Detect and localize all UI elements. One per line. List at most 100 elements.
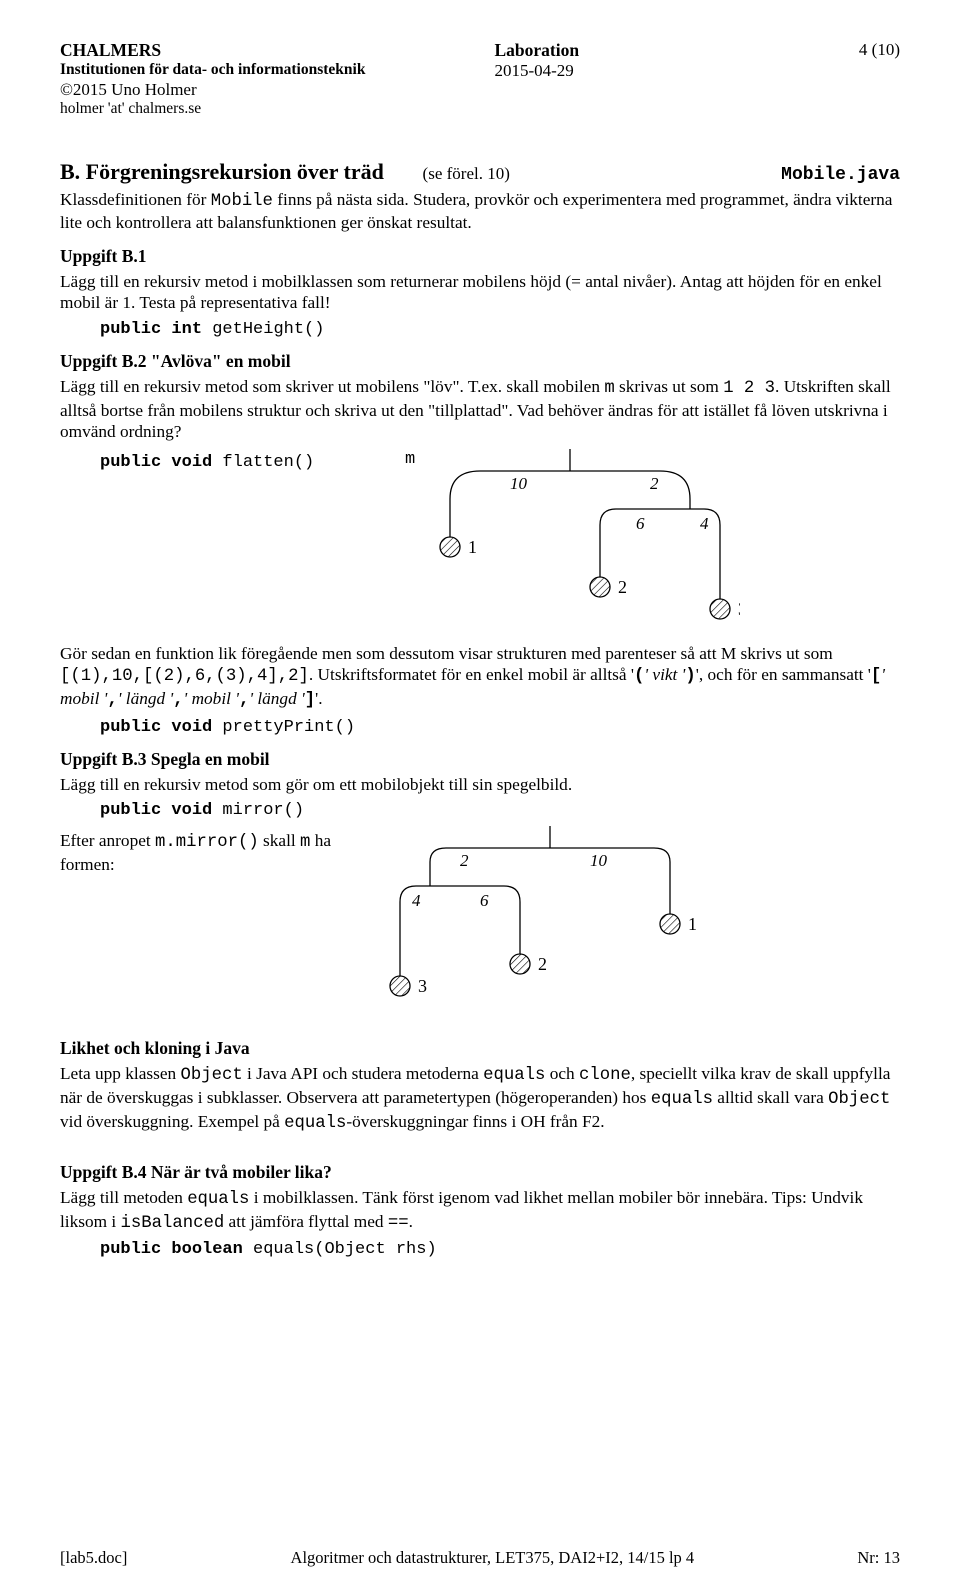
b3-row: Efter anropet m.mirror() skall m ha form… (60, 826, 900, 1026)
m1-6: 6 (636, 514, 645, 533)
b2-code2-name: prettyPrint() (212, 718, 355, 737)
likhet-object2: Object (828, 1090, 890, 1109)
header-left: CHALMERS Institutionen för data- och inf… (60, 40, 494, 119)
b4-isbalanced: isBalanced (121, 1214, 225, 1233)
m2-2b: 2 (538, 954, 547, 974)
m1-m-label: m (405, 450, 415, 469)
code-name: getHeight() (202, 320, 324, 339)
mobile-diagram-2: 2 10 1 4 6 3 2 (380, 826, 740, 1026)
email-line: holmer 'at' chalmers.se (60, 100, 494, 119)
task-b1-text: Lägg till en rekursiv metod i mobilklass… (60, 271, 900, 314)
header-right: 4 (10) (784, 40, 900, 119)
footer-left: [lab5.doc] (60, 1548, 127, 1568)
task-b1-title: Uppgift B.1 (60, 246, 900, 267)
page-footer: [lab5.doc] Algoritmer och datastrukturer… (60, 1548, 900, 1568)
likhet-title: Likhet och kloning i Java (60, 1038, 900, 1059)
m2-6: 6 (480, 891, 489, 910)
b2-c2: , (173, 691, 183, 710)
code-flatten: public void flatten() (100, 453, 400, 472)
section-title-left: B. Förgreningsrekursion över träd (se fö… (60, 159, 510, 185)
b4-code-name: equals(Object rhs) (243, 1240, 437, 1259)
code-equals: public boolean equals(Object rhs) (100, 1240, 900, 1259)
section-file: Mobile.java (781, 165, 900, 185)
code-kw: public int (100, 320, 202, 339)
date-label: 2015-04-29 (494, 61, 784, 81)
b2-code-kw: public void (100, 453, 212, 472)
b4-c: att jämföra flyttal med (224, 1212, 388, 1231)
b2-p2a: Gör sedan en funktion lik föregående men… (60, 644, 833, 663)
b2-p2b: . Utskriftsformatet för en enkel mobil ä… (309, 665, 634, 684)
b4-equals: equals (187, 1190, 249, 1209)
m1-10: 10 (510, 474, 528, 493)
m2-1: 1 (688, 914, 697, 934)
m2-10: 10 (590, 851, 608, 870)
task-b2-p2: Gör sedan en funktion lik föregående men… (60, 643, 900, 712)
likhet-b: i Java API och studera metoderna (243, 1064, 483, 1083)
institution-name: Institutionen för data- och informations… (60, 61, 494, 80)
b2-code2-kw: public void (100, 718, 212, 737)
b2-rbrack: ] (305, 691, 315, 710)
b2-p2mono1: [(1),10,[(2),6,(3),4],2] (60, 667, 309, 686)
likhet-equals2: equals (651, 1090, 713, 1109)
task-b3-p1: Lägg till en rekursiv metod som gör om e… (60, 774, 900, 796)
intro-mono: Mobile (211, 192, 273, 211)
page-number: 4 (10) (784, 40, 900, 60)
task-b2-title: Uppgift B.2 "Avlöva" en mobil (60, 351, 900, 372)
task-b2-p1: Lägg till en rekursiv metod som skriver … (60, 376, 900, 443)
b2-c3: , (239, 691, 249, 710)
section-intro: Klassdefinitionen för Mobile finns på nä… (60, 189, 900, 234)
m1-1: 1 (468, 537, 477, 557)
m2-4: 4 (412, 891, 421, 910)
header-mid: Laboration 2015-04-29 (494, 40, 784, 119)
likhet-object: Object (180, 1066, 242, 1085)
b2-p2h: ' längd ' (249, 689, 304, 708)
code-prettyprint: public void prettyPrint() (100, 718, 900, 737)
m1-3: 3 (738, 599, 740, 619)
footer-mid: Algoritmer och datastrukturer, LET375, D… (291, 1548, 695, 1568)
b3-p2mono2: m (300, 833, 310, 852)
b3-p2a: Efter anropet (60, 831, 155, 850)
footer-right: Nr: 13 (857, 1548, 900, 1568)
b2-code-and-diagram: public void flatten() 10 2 1 (60, 449, 900, 639)
b3-code-name: mirror() (212, 801, 304, 820)
likhet-g: -överskuggningar finns i OH från F2. (346, 1112, 604, 1131)
task-b4-p: Lägg till metoden equals i mobilklassen.… (60, 1187, 900, 1234)
likhet-equals: equals (483, 1066, 545, 1085)
m1-2b: 2 (618, 577, 627, 597)
likhet-f: vid överskuggning. Exempel på (60, 1112, 284, 1131)
task-b4-title: Uppgift B.4 När är två mobiler lika? (60, 1162, 900, 1183)
m1-4: 4 (700, 514, 709, 533)
b2-p2g: ' mobil ' (184, 689, 239, 708)
b2-p2c: ' vikt ' (644, 665, 685, 684)
m2-2a: 2 (460, 851, 469, 870)
likhet-equals3: equals (284, 1114, 346, 1133)
b2-p1a: Lägg till en rekursiv metod som skriver … (60, 377, 604, 396)
b2-rparen: ) (685, 667, 695, 686)
b2-mono-123: 1 2 3 (723, 379, 775, 398)
m1-2a: 2 (650, 474, 659, 493)
section-title: B. Förgreningsrekursion över träd (60, 159, 384, 184)
section-sub: (se förel. 10) (423, 164, 510, 183)
university-name: CHALMERS (60, 40, 494, 61)
b2-code-name: flatten() (212, 453, 314, 472)
b3-p2mono: m.mirror() (155, 833, 259, 852)
likhet-a: Leta upp klassen (60, 1064, 180, 1083)
lab-label: Laboration (494, 40, 784, 61)
b4-eqeq: == (388, 1214, 409, 1233)
m2-3: 3 (418, 976, 427, 996)
b2-p2d: ', och för en sammansatt ' (696, 665, 871, 684)
intro-a: Klassdefinitionen för (60, 190, 211, 209)
code-getheight: public int getHeight() (100, 320, 900, 339)
b2-mono-m: m (604, 379, 614, 398)
b2-lbrack: [ (871, 667, 881, 686)
b4-d: . (409, 1212, 413, 1231)
task-b3-title: Uppgift B.3 Spegla en mobil (60, 749, 900, 770)
likhet-c: och (545, 1064, 579, 1083)
b3-p2b: skall (259, 831, 300, 850)
likhet-e: alltid skall vara (713, 1088, 828, 1107)
code-mirror: public void mirror() (100, 801, 900, 820)
b2-p1b: skrivas ut som (615, 377, 724, 396)
page: CHALMERS Institutionen för data- och inf… (0, 0, 960, 1582)
page-header: CHALMERS Institutionen för data- och inf… (60, 40, 900, 119)
section-title-row: B. Förgreningsrekursion över träd (se fö… (60, 159, 900, 185)
